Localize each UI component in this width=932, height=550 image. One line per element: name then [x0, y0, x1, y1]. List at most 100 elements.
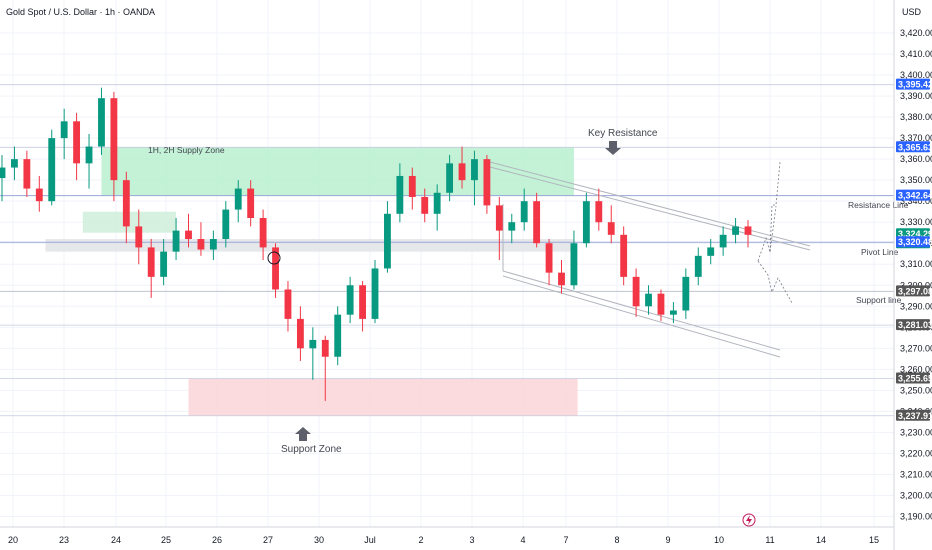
- candle-body: [545, 243, 553, 273]
- price-tag: [896, 285, 930, 297]
- y-tick-label: 3,360.000: [900, 154, 932, 164]
- candle-body: [508, 222, 516, 231]
- candle-body: [669, 310, 677, 315]
- candle-body: [23, 159, 31, 189]
- candle-body: [259, 218, 267, 248]
- candle-body: [632, 276, 640, 307]
- candle-body: [408, 175, 416, 197]
- candle-body: [582, 201, 590, 244]
- levels: [0, 84, 894, 417]
- price-tag: [896, 236, 930, 248]
- x-tick-label: 4: [520, 535, 525, 545]
- projection-up-path: [757, 205, 777, 262]
- candle-body: [122, 180, 130, 227]
- candle-body: [483, 159, 491, 206]
- support-zone-label: Support Zone: [281, 444, 342, 455]
- y-tick-label: 3,420.000: [900, 28, 932, 38]
- y-tick-label: 3,310.000: [900, 259, 932, 269]
- x-tick-label: 3: [469, 535, 474, 545]
- annotations: 1H, 2H Supply Zone Key Resistance Suppor…: [148, 128, 909, 455]
- projection-down-path: [757, 260, 793, 304]
- price-tag-label: 3,255.652: [898, 373, 932, 383]
- candle-body: [359, 285, 366, 319]
- candle-body: [471, 159, 478, 181]
- zone-rect: [101, 147, 574, 196]
- y-tick-label: 3,370.000: [900, 133, 932, 143]
- candle-body: [533, 201, 541, 244]
- x-tick-label: 14: [816, 535, 826, 545]
- candle-body: [495, 205, 503, 231]
- flash-icon[interactable]: [742, 513, 756, 527]
- x-tick-label: 27: [263, 535, 273, 545]
- supply-zone-label: 1H, 2H Supply Zone: [148, 145, 225, 155]
- x-tick-label: 7: [563, 535, 568, 545]
- key-resistance-arrow-icon: [605, 141, 621, 155]
- candle-body: [657, 293, 665, 315]
- price-tag-label: 3,324.295: [898, 229, 932, 239]
- candle-body: [384, 213, 391, 269]
- y-tick-label: 3,200.000: [900, 490, 932, 500]
- price-tag-label: 3,237.913: [898, 411, 932, 421]
- candle-body: [520, 201, 528, 223]
- x-tick-label: 23: [59, 535, 69, 545]
- candle-body: [172, 230, 180, 252]
- support-line-label: Support line: [856, 295, 902, 305]
- price-tag-label: 3,365.635: [898, 142, 932, 152]
- x-tick-label: 10: [714, 535, 724, 545]
- zone-rect: [45, 239, 574, 252]
- y-tick-label: 3,340.000: [900, 196, 932, 206]
- candle-body: [346, 285, 354, 315]
- pivot-line-label: Pivot Line: [861, 247, 899, 257]
- currency-label: USD: [902, 7, 922, 17]
- x-tick-label: 9: [665, 535, 670, 545]
- candle-body: [433, 192, 441, 214]
- candle-body: [147, 247, 155, 277]
- price-tag: [896, 189, 930, 201]
- x-tick-label: 25: [161, 535, 171, 545]
- candle-body: [620, 234, 628, 277]
- y-tick-label: 3,270.000: [900, 343, 932, 353]
- candle-body: [60, 121, 68, 139]
- channel-upper-line-2: [489, 166, 811, 251]
- x-tick-label: 15: [869, 535, 879, 545]
- candle-body: [185, 230, 192, 240]
- x-tick-label: 30: [314, 535, 324, 545]
- x-tick-label: 2: [418, 535, 423, 545]
- y-tick-label: 3,410.000: [900, 49, 932, 59]
- candle-body: [73, 121, 81, 164]
- y-tick-label: 3,230.000: [900, 427, 932, 437]
- x-tick-label: 20: [8, 535, 18, 545]
- candle-body: [85, 146, 93, 164]
- y-tick-label: 3,350.000: [900, 175, 932, 185]
- y-tick-label: 3,290.000: [900, 301, 932, 311]
- price-tag: [896, 372, 930, 384]
- candle-body: [160, 251, 168, 277]
- candle-body: [458, 163, 466, 181]
- y-tick-label: 3,390.000: [900, 91, 932, 101]
- y-tick-label: 3,330.000: [900, 217, 932, 227]
- zone-rect: [188, 378, 578, 416]
- grid: [0, 0, 894, 527]
- candle-body: [396, 175, 404, 214]
- x-tick-label: 26: [212, 535, 222, 545]
- candle-body: [234, 188, 242, 210]
- y-tick-label: 3,300.000: [900, 280, 932, 290]
- price-tag: [896, 141, 930, 153]
- projection-up-path-2: [769, 161, 781, 253]
- channel: [489, 161, 811, 358]
- x-tick-label: Jul: [364, 535, 376, 545]
- candle-body: [744, 226, 752, 235]
- candle-body: [222, 209, 230, 240]
- candle-body: [321, 339, 329, 357]
- x-tick-label: 11: [765, 535, 774, 545]
- y-tick-label: 3,190.000: [900, 511, 932, 521]
- price-tag-label: 3,320.483: [898, 237, 932, 247]
- y-tick-label: 3,250.000: [900, 385, 932, 395]
- breakout-circle: [267, 251, 281, 265]
- x-tick-label: 8: [614, 535, 619, 545]
- candle-body: [694, 255, 702, 277]
- candle-body: [732, 226, 739, 235]
- candle-body: [284, 289, 292, 319]
